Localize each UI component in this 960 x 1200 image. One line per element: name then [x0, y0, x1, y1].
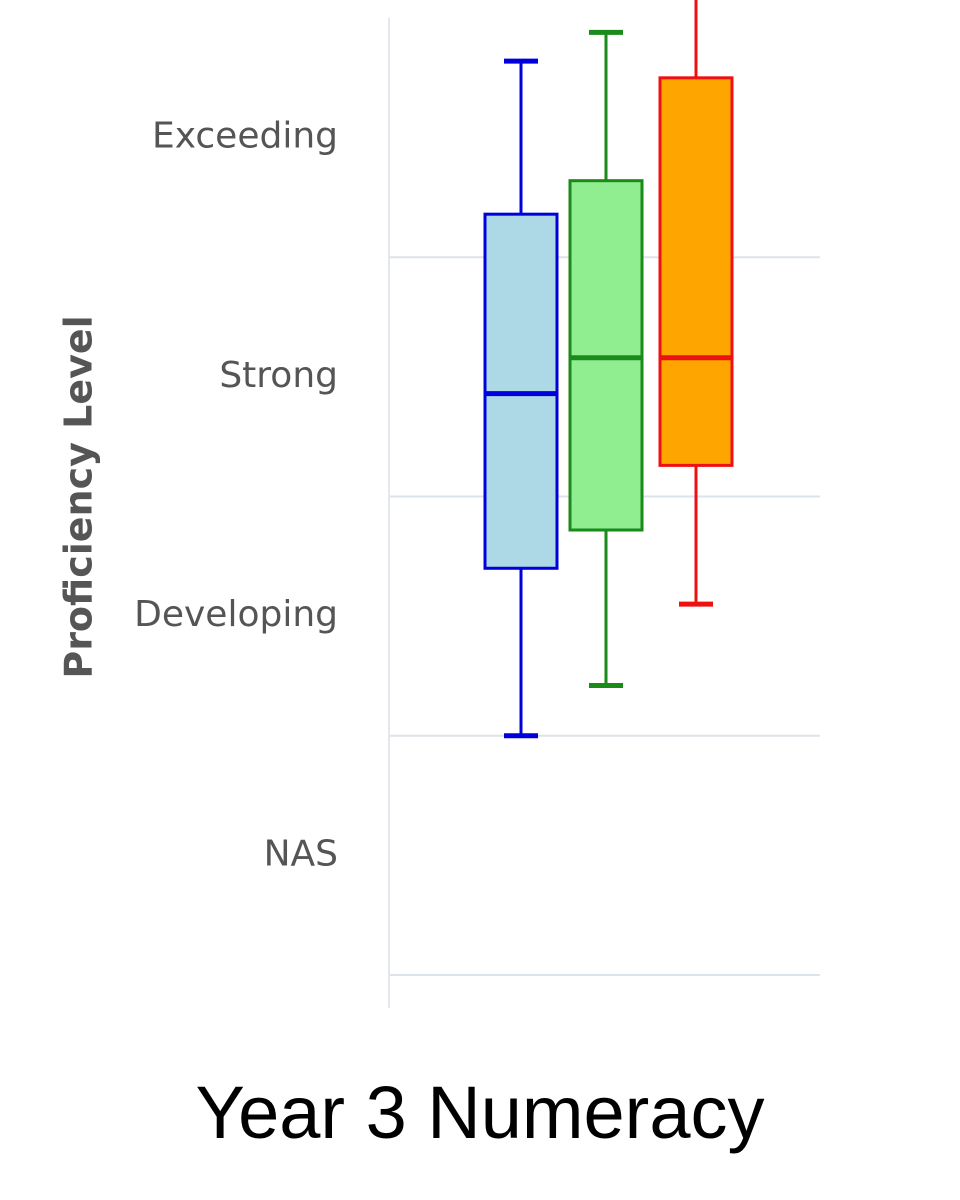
y-tick-label-3: NAS	[264, 833, 338, 874]
y-tick-label-0: Exceeding	[152, 116, 338, 157]
box-2-iqr	[658, 76, 734, 467]
y-tick-label-1: Strong	[219, 355, 338, 396]
y-tick-label-2: Developing	[134, 594, 338, 635]
y-axis-label: Proficiency Level	[57, 315, 101, 678]
chart-title: Year 3 Numeracy	[196, 1071, 765, 1154]
box-0	[483, 58, 559, 739]
y-tick-labels: Exceeding Strong Developing NAS	[134, 116, 338, 875]
boxes	[483, 0, 734, 739]
box-1	[568, 29, 644, 689]
box-2	[658, 0, 734, 607]
